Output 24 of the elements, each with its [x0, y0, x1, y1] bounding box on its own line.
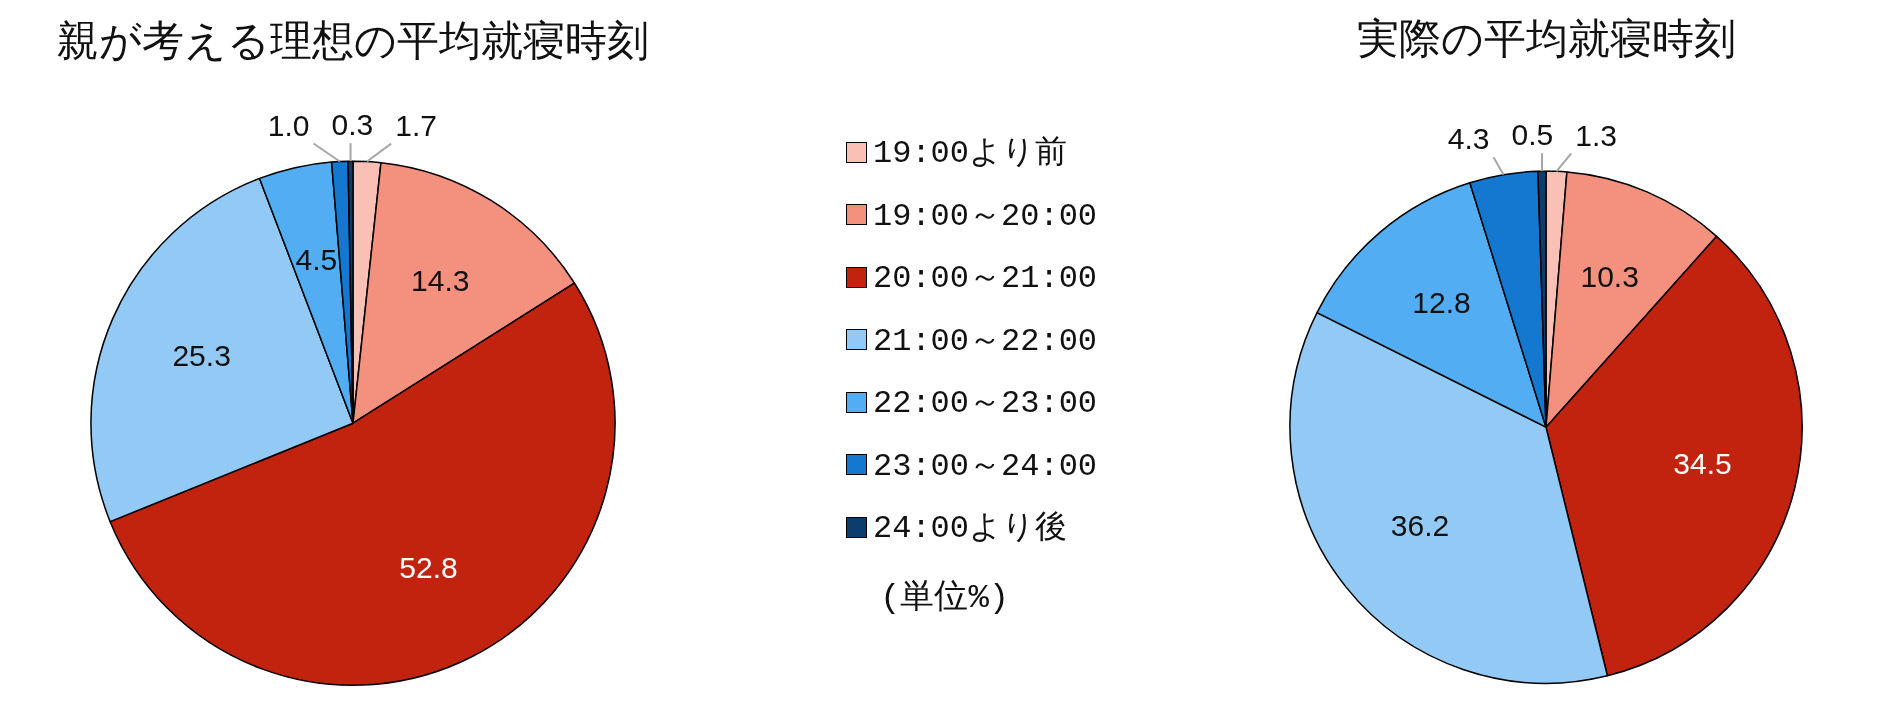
- data-label: 1.3: [1575, 118, 1617, 152]
- data-label: 4.3: [1447, 122, 1490, 156]
- data-label: 25.3: [172, 338, 231, 372]
- data-label: 1.0: [267, 108, 310, 142]
- legend-label: 19:00～20:00: [873, 196, 1098, 237]
- text: (単位%): [879, 577, 1011, 619]
- legend-label: 22:00～23:00: [873, 384, 1098, 425]
- slice-label: 実際の平均就寝時刻: [1356, 14, 1736, 62]
- data-label: 1.7: [395, 108, 437, 142]
- legend-label: 23:00～24:00: [873, 446, 1098, 487]
- data-label: 10.3: [1580, 260, 1639, 294]
- data-label: 14.3: [411, 264, 470, 298]
- data-label: 36.2: [1390, 509, 1450, 543]
- data-label: 12.8: [1412, 285, 1471, 319]
- data-label: 4.5: [295, 243, 338, 277]
- legend-label: 24:00より後: [873, 509, 1068, 550]
- legend-label: 20:00～21:00: [873, 259, 1098, 300]
- legend-label: 21:00～22:00: [873, 321, 1098, 362]
- data-label: 52.8: [399, 551, 458, 585]
- legend-label: 19:00より前: [873, 134, 1068, 175]
- slice-label: 親が考える理想の平均就寝時刻: [57, 16, 649, 64]
- data-label: 0.5: [1511, 118, 1554, 152]
- data-label: 0.3: [331, 108, 374, 142]
- data-label: 34.5: [1673, 447, 1732, 481]
